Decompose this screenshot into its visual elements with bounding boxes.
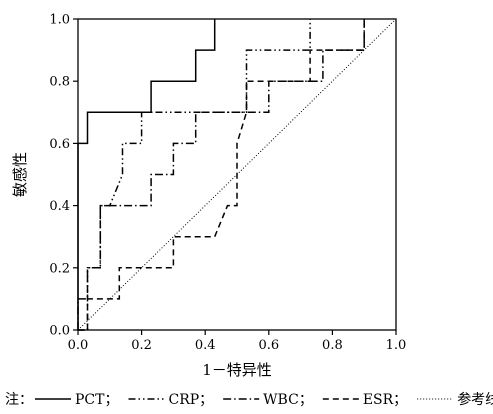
y-tick-label: 0.0: [49, 324, 70, 339]
legend-label: PCT；: [75, 392, 118, 408]
x-tick-label: 1.0: [386, 338, 407, 353]
series-line-pct: [77, 19, 216, 330]
series-line-crp: [78, 19, 311, 331]
x-tick-label: 0.0: [68, 338, 89, 353]
x-tick-label: 0.8: [322, 338, 343, 353]
plot-frame: [77, 18, 397, 331]
legend-label: 参考线: [457, 391, 493, 408]
legend: 注： PCT； CRP； WBC； ESR； 参考线: [5, 391, 493, 408]
y-tick-label: 0.8: [49, 75, 70, 90]
legend-label: ESR；: [363, 392, 407, 408]
x-tick-label: 0.4: [195, 338, 216, 353]
y-tick-label: 0.4: [49, 199, 70, 214]
x-tick-label: 0.6: [258, 338, 279, 353]
x-tick-label: 0.2: [131, 338, 152, 353]
legend-label: CRP；: [168, 392, 213, 408]
x-axis-label: 1－特异性: [202, 361, 272, 379]
y-tick-label: 0.6: [49, 137, 70, 152]
legend-label: WBC；: [263, 392, 313, 408]
y-tick-label: 0.2: [49, 261, 70, 276]
y-axis-label: 敏感性: [11, 152, 29, 197]
series-line-esr: [78, 19, 365, 331]
legend-prefix: 注：: [5, 392, 33, 408]
y-axis-ticks: 0.0 0.2 0.4 0.6 0.8 1.0: [49, 13, 78, 339]
x-axis-ticks: 0.0 0.2 0.4 0.6 0.8 1.0: [68, 330, 407, 353]
series-line-wbc: [77, 19, 365, 330]
series-line-reference: [77, 18, 397, 331]
y-tick-label: 1.0: [49, 13, 70, 28]
plot-lines: [77, 18, 397, 331]
